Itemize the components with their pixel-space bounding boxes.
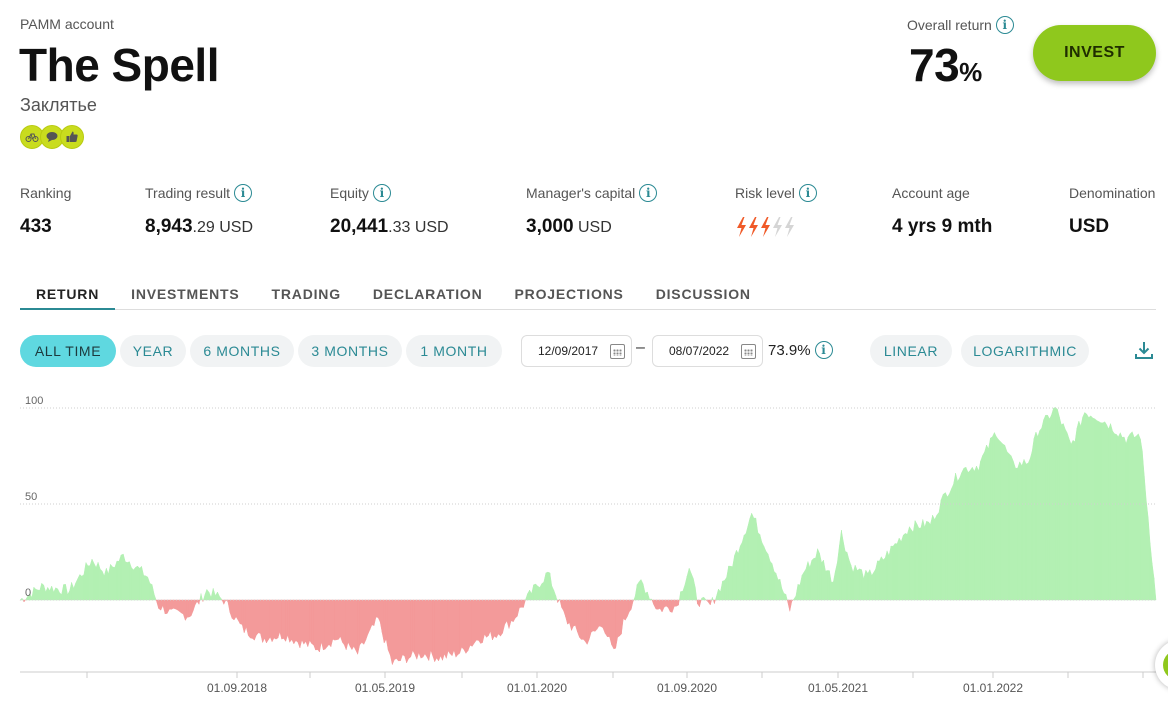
stat-label: Equity <box>330 185 369 201</box>
achievement-badges <box>20 125 84 149</box>
info-icon[interactable]: i <box>814 341 833 359</box>
stat-label: Denomination <box>1069 185 1156 201</box>
date-from-input[interactable]: 12/09/2017 <box>521 335 632 367</box>
stat-value-unit: USD <box>410 219 449 236</box>
x-tick-label: 01.05.2019 <box>355 681 415 695</box>
risk-bolt-inactive-icon <box>773 217 782 237</box>
stat-risk-level: Risk level i <box>735 184 817 238</box>
stat-value-unit: USD <box>214 219 254 236</box>
stat-value-int: 20,441 <box>330 216 389 237</box>
overall-return-unit: % <box>959 57 983 87</box>
info-icon[interactable]: i <box>639 184 658 202</box>
scale-linear-button[interactable]: LINEAR <box>870 335 952 367</box>
stat-value: 433 <box>20 216 52 237</box>
period-all-time-button[interactable]: ALL TIME <box>20 335 116 367</box>
stat-label: Risk level <box>735 185 795 201</box>
stat-ranking: Ranking 433 <box>20 184 71 238</box>
info-icon[interactable]: i <box>995 16 1014 34</box>
calendar-icon[interactable] <box>610 344 625 359</box>
overall-return-label: Overall return i <box>907 16 1014 34</box>
tab-discussion[interactable]: DISCUSSION <box>655 286 751 302</box>
date-range-separator: – <box>636 339 645 356</box>
tab-projections[interactable]: PROJECTIONS <box>514 286 624 302</box>
scale-logarithmic-button[interactable]: LOGARITHMIC <box>961 335 1089 367</box>
stat-managers-capital: Manager's capital i 3,000 USD <box>526 184 658 238</box>
stat-label: Trading result <box>145 185 231 201</box>
stat-label: Account age <box>892 185 970 201</box>
account-type-label: PAMM account <box>20 16 114 32</box>
x-tick-label: 01.09.2018 <box>207 681 267 695</box>
x-tick-label: 01.01.2022 <box>963 681 1023 695</box>
info-icon[interactable]: i <box>372 184 391 202</box>
tab-declaration[interactable]: DECLARATION <box>372 286 483 302</box>
tab-return[interactable]: RETURN <box>20 278 116 310</box>
section-tabs: RETURN INVESTMENTS TRADING DECLARATION P… <box>20 278 1156 310</box>
tab-investments[interactable]: INVESTMENTS <box>131 286 240 302</box>
invest-button[interactable]: INVEST <box>1033 25 1156 81</box>
y-tick-label: 50 <box>25 491 37 503</box>
stat-trading-result: Trading result i 8,943.29 USD <box>145 184 253 238</box>
x-tick-label: 01.05.2021 <box>808 681 868 695</box>
overall-return-value: 73% <box>909 38 982 92</box>
info-icon[interactable]: i <box>798 184 817 202</box>
y-tick-label: 100 <box>25 395 43 407</box>
stat-account-age: Account age 4 yrs 9 mth <box>892 184 992 238</box>
range-return-value: 73.9% <box>768 341 811 359</box>
risk-bolt-active-icon <box>761 217 770 237</box>
x-tick-label: 01.01.2020 <box>507 681 567 695</box>
date-to-value: 08/07/2022 <box>669 344 730 358</box>
period-3-months-button[interactable]: 3 MONTHS <box>298 335 402 367</box>
stat-label: Ranking <box>20 185 72 201</box>
stat-value-int: 8,943 <box>145 216 193 237</box>
account-subtitle: Заклятье <box>20 95 97 115</box>
stat-equity: Equity i 20,441.33 USD <box>330 184 449 238</box>
overall-return-label-text: Overall return <box>907 17 992 33</box>
tab-trading[interactable]: TRADING <box>271 286 341 302</box>
stat-value-dec: .29 <box>192 219 215 236</box>
overall-return-number: 73 <box>909 39 960 91</box>
risk-bolt-active-icon <box>749 217 758 237</box>
risk-bolt-active-icon <box>737 217 746 237</box>
stat-value-dec: .33 <box>388 219 411 236</box>
x-tick-label: 01.09.2020 <box>657 681 717 695</box>
account-title: The Spell <box>19 39 219 91</box>
y-tick-label: 0 <box>25 587 31 599</box>
download-icon[interactable] <box>1134 340 1154 360</box>
stat-value: 4 yrs 9 mth <box>892 216 993 237</box>
date-to-input[interactable]: 08/07/2022 <box>652 335 763 367</box>
return-chart: 100 50 0 01.09.2018 01.05.2019 01.01.2020 01.0… <box>19 395 1157 695</box>
thumbs-up-icon[interactable] <box>60 125 84 149</box>
range-return: 73.9% i <box>768 341 833 359</box>
info-icon[interactable]: i <box>234 184 253 202</box>
chat-launcher-button[interactable] <box>1155 640 1168 690</box>
risk-level-bolts <box>735 216 817 238</box>
stat-value-int: 3,000 <box>526 216 574 237</box>
stat-value-unit: USD <box>573 219 612 236</box>
stat-denomination: Denomination USD <box>1069 184 1155 238</box>
risk-bolt-inactive-icon <box>785 217 794 237</box>
date-from-value: 12/09/2017 <box>538 344 599 358</box>
period-year-button[interactable]: YEAR <box>120 335 186 367</box>
negative-area <box>19 599 794 665</box>
period-1-month-button[interactable]: 1 MONTH <box>406 335 502 367</box>
stat-label: Manager's capital <box>526 185 636 201</box>
period-6-months-button[interactable]: 6 MONTHS <box>190 335 294 367</box>
stat-value: USD <box>1069 216 1110 237</box>
positive-area <box>19 406 1157 601</box>
calendar-icon[interactable] <box>741 344 756 359</box>
